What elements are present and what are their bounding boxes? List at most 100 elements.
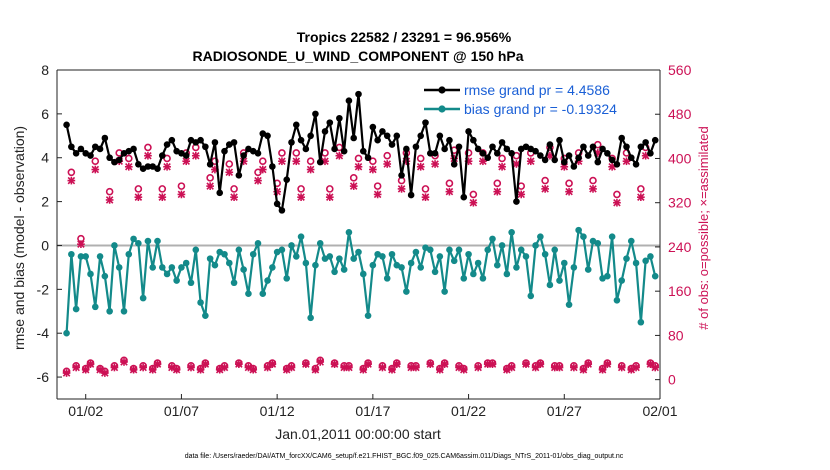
bias-marker bbox=[120, 307, 128, 315]
rmse-marker bbox=[584, 152, 592, 159]
rmse-marker bbox=[340, 147, 348, 155]
rmse-marker bbox=[326, 119, 334, 126]
bias-marker bbox=[182, 259, 190, 267]
bias-marker bbox=[517, 246, 525, 254]
bias-marker bbox=[192, 246, 200, 254]
obs-assimilated-marker bbox=[541, 185, 549, 193]
y-tick-label: -2 bbox=[37, 281, 50, 297]
obs-possible-marker bbox=[493, 179, 502, 188]
bias-marker bbox=[575, 226, 582, 234]
obs-assimilated-marker bbox=[392, 360, 401, 369]
obs-assimilated-marker bbox=[507, 363, 516, 372]
bias-marker bbox=[637, 318, 645, 326]
obs-assimilated-marker bbox=[163, 162, 171, 171]
bias-marker bbox=[642, 257, 649, 265]
obs-assimilated-marker bbox=[220, 363, 229, 372]
rmse-marker bbox=[608, 156, 616, 164]
bias-marker bbox=[436, 253, 444, 260]
bias-marker bbox=[101, 272, 109, 280]
plot-area bbox=[57, 70, 660, 399]
bias-marker bbox=[460, 275, 468, 282]
bias-marker bbox=[125, 250, 133, 258]
bias-marker bbox=[403, 288, 410, 295]
bias-marker bbox=[163, 270, 171, 278]
y-tick-label: -4 bbox=[37, 325, 50, 341]
bias-marker bbox=[173, 277, 180, 284]
rmse-marker bbox=[135, 161, 142, 168]
obs-assimilated-marker bbox=[431, 160, 439, 168]
obs-possible-marker bbox=[134, 185, 143, 193]
rmse-marker bbox=[292, 121, 300, 129]
bias-marker bbox=[240, 266, 247, 273]
bias-marker bbox=[254, 239, 262, 247]
rmse-marker bbox=[422, 119, 429, 126]
rmse-marker bbox=[474, 145, 482, 153]
obs-possible-marker bbox=[464, 149, 473, 157]
y-tick-label: 4 bbox=[41, 150, 49, 166]
bias-marker bbox=[632, 259, 640, 267]
obs-assimilated-marker bbox=[72, 363, 80, 372]
obs-possible-marker bbox=[325, 185, 334, 193]
bias-marker bbox=[106, 307, 113, 315]
obs-possible-marker bbox=[498, 154, 506, 163]
x-tick-label: 01/02 bbox=[68, 403, 103, 419]
rmse-marker bbox=[465, 128, 472, 135]
rmse-marker bbox=[221, 147, 228, 155]
obs-assimilated-marker bbox=[359, 365, 368, 374]
legend-bias-marker bbox=[438, 105, 446, 113]
obs-possible-marker bbox=[67, 168, 76, 177]
obs-possible-marker bbox=[613, 190, 621, 199]
obs-assimilated-marker bbox=[105, 196, 114, 204]
y-tick-label: 2 bbox=[41, 194, 49, 210]
rmse-marker bbox=[599, 145, 606, 153]
bias-marker bbox=[130, 235, 137, 243]
bias-marker bbox=[441, 288, 448, 295]
rmse-marker bbox=[613, 161, 621, 168]
rmse-marker bbox=[235, 171, 243, 179]
rmse-marker bbox=[632, 161, 640, 168]
rmse-marker bbox=[647, 150, 654, 157]
rmse-marker bbox=[321, 128, 329, 135]
obs-assimilated-marker bbox=[570, 363, 578, 372]
rmse-marker bbox=[68, 143, 75, 151]
obs-assimilated-marker bbox=[469, 198, 478, 207]
x-tick-label: 01/17 bbox=[355, 403, 390, 419]
bias-marker bbox=[302, 259, 310, 267]
legend-rmse-marker bbox=[438, 86, 446, 94]
bias-marker bbox=[149, 264, 157, 271]
obs-assimilated-marker bbox=[584, 360, 593, 369]
rmse-marker bbox=[77, 145, 85, 153]
bias-marker bbox=[245, 290, 252, 298]
rmse-marker bbox=[383, 132, 391, 140]
obs-possible-marker bbox=[306, 157, 315, 166]
obs-possible-marker bbox=[177, 182, 186, 190]
obs-assimilated-marker bbox=[421, 193, 430, 202]
rmse-marker bbox=[498, 139, 506, 146]
bias-marker bbox=[91, 303, 99, 311]
rmse-marker bbox=[589, 143, 597, 151]
rmse-marker bbox=[470, 136, 477, 144]
bias-marker bbox=[278, 246, 286, 254]
obs-possible-marker bbox=[349, 174, 358, 182]
rmse-marker bbox=[316, 158, 324, 166]
bias-marker bbox=[522, 253, 530, 260]
obs-assimilated-marker bbox=[522, 360, 530, 369]
obs-assimilated-marker bbox=[330, 360, 339, 369]
bias-marker bbox=[111, 242, 118, 249]
obs-assimilated-marker bbox=[282, 365, 291, 374]
bias-marker bbox=[202, 312, 209, 319]
y-tick-label: 8 bbox=[41, 62, 49, 78]
bias-marker bbox=[154, 237, 161, 245]
bias-marker bbox=[316, 239, 324, 247]
obs-assimilated-marker bbox=[144, 151, 152, 160]
rmse-marker bbox=[202, 143, 209, 151]
rmse-marker bbox=[513, 198, 520, 205]
rmse-marker bbox=[484, 154, 492, 162]
rmse-marker bbox=[182, 152, 190, 159]
rmse-marker bbox=[426, 150, 434, 157]
obs-possible-marker bbox=[445, 179, 454, 188]
rmse-marker bbox=[130, 145, 137, 153]
obs-possible-marker bbox=[292, 149, 301, 157]
rmse-marker bbox=[336, 114, 343, 122]
